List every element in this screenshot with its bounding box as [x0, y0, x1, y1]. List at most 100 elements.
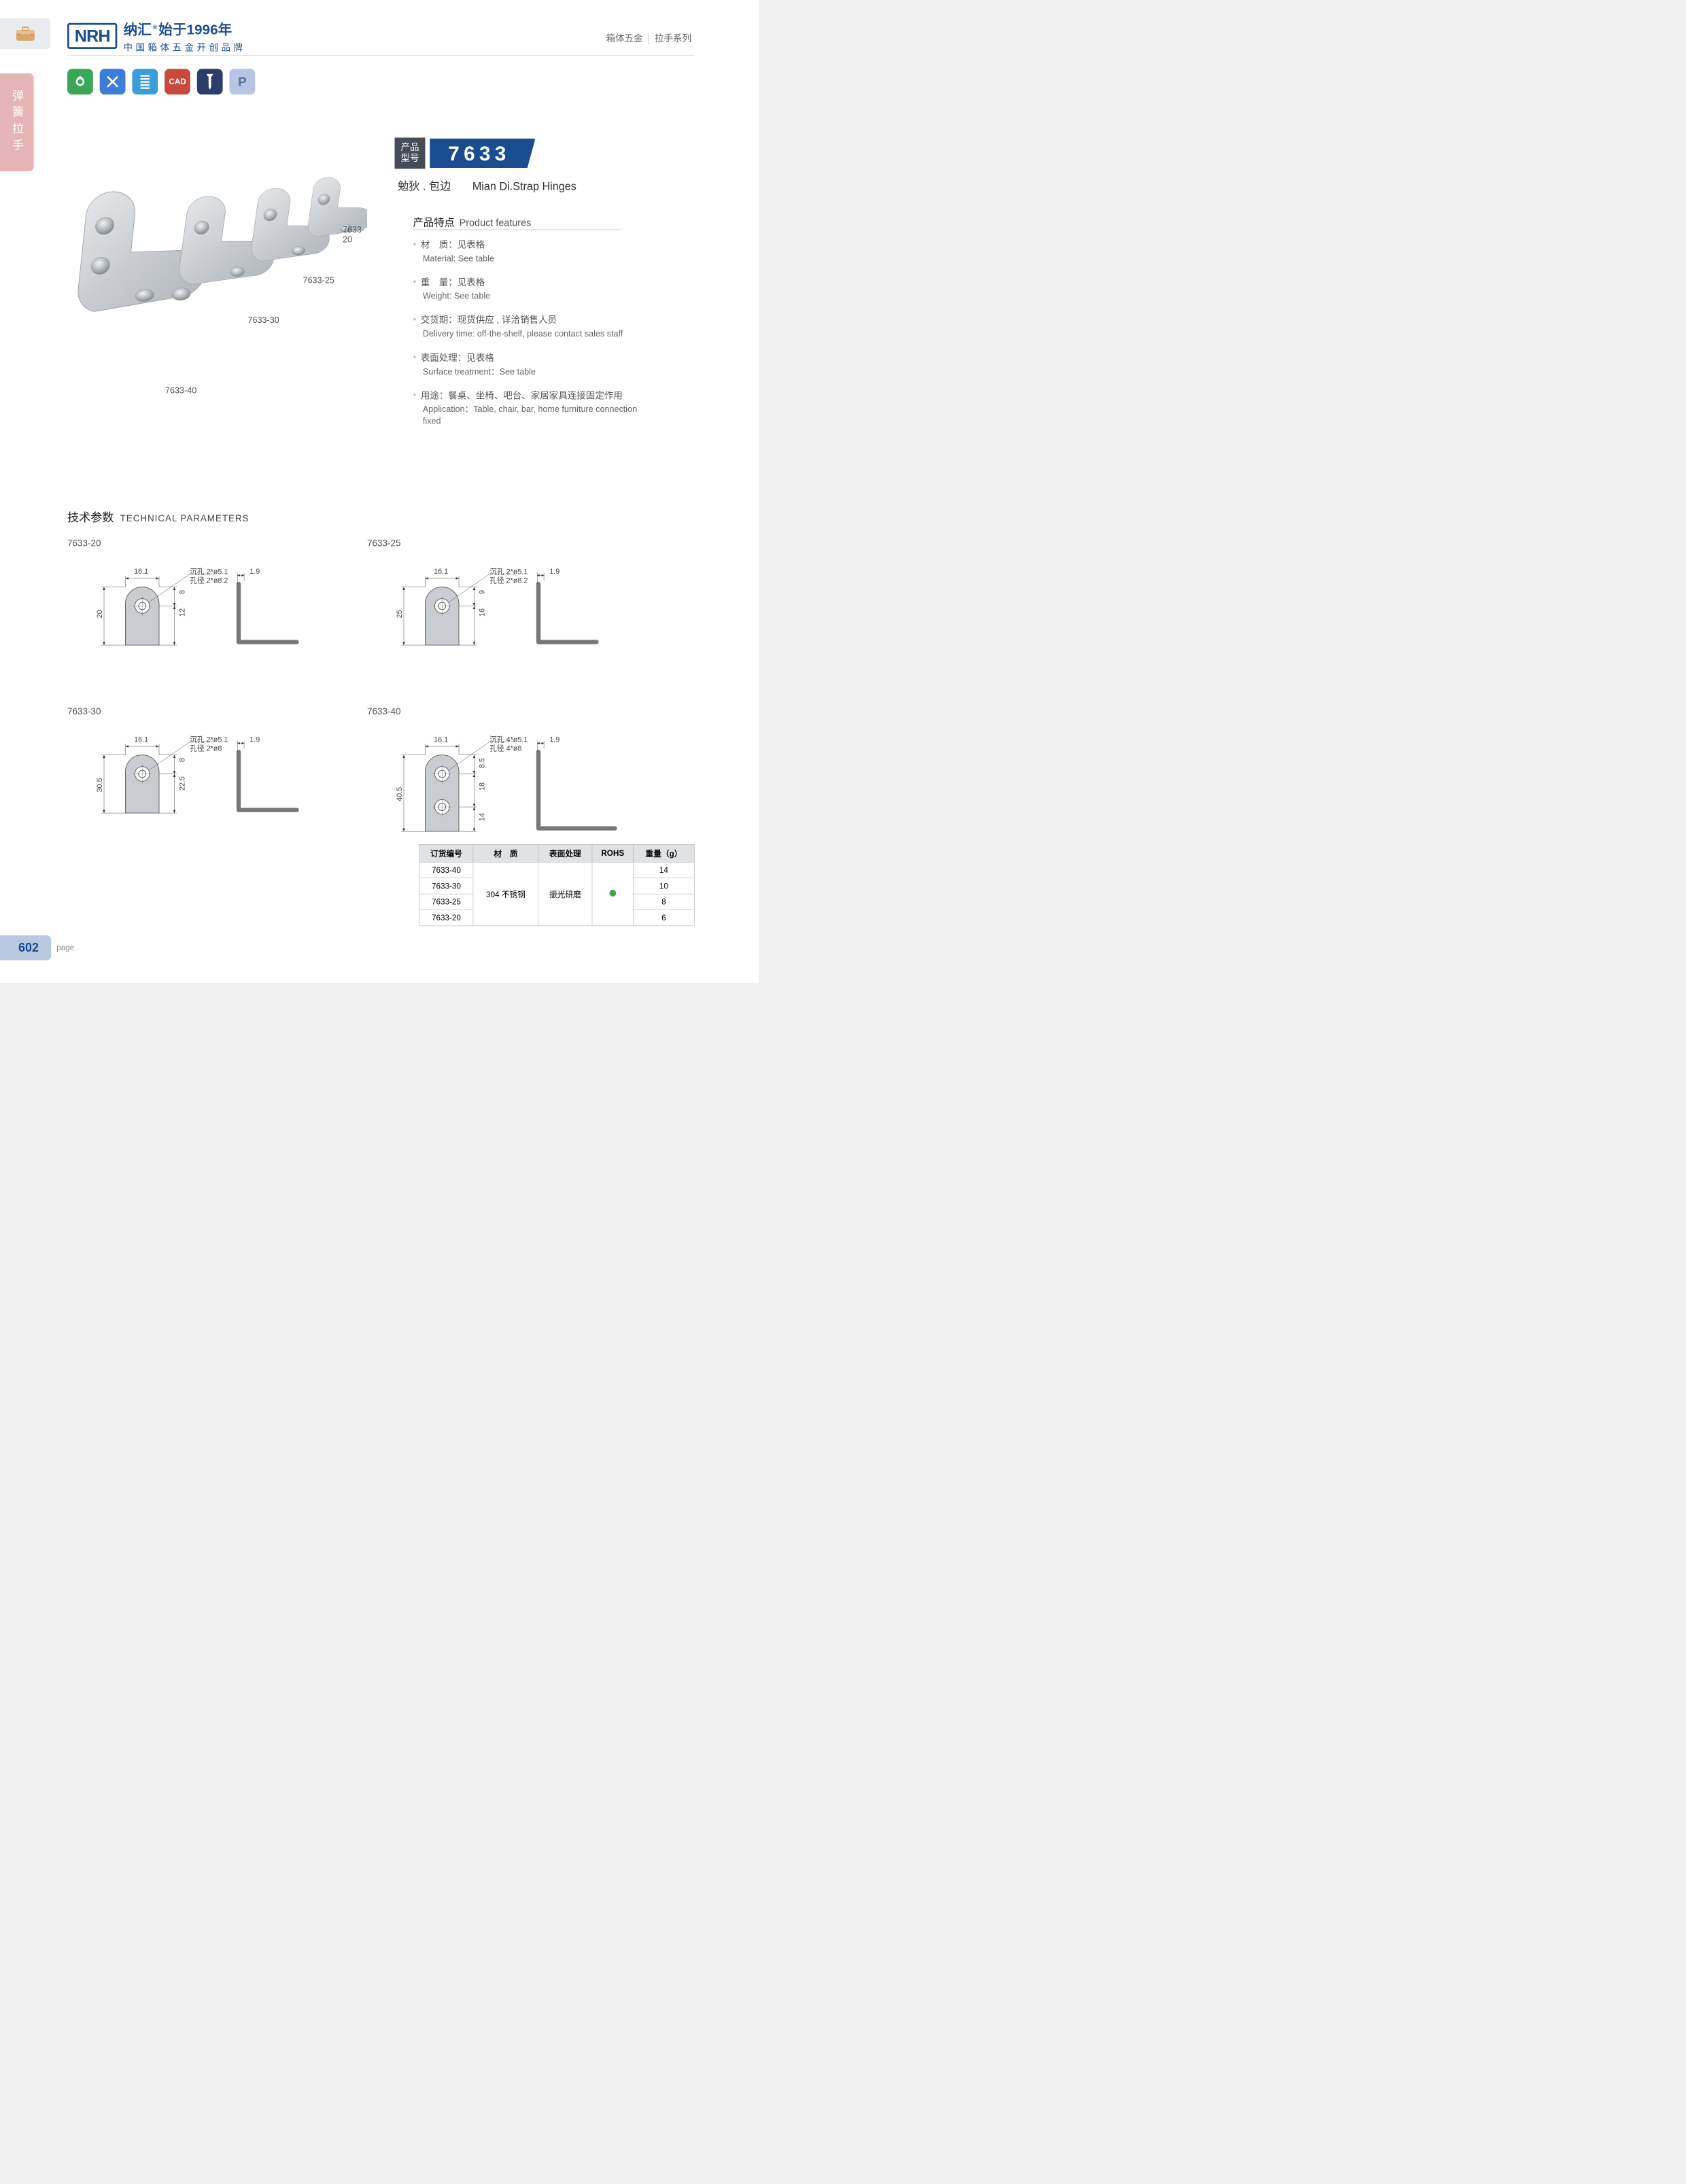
tech-cell: 7633-40 [367, 706, 642, 847]
brand-cn: 纳汇 [123, 22, 151, 37]
feature-en: Application：Table, chair, bar, home furn… [423, 403, 646, 427]
logo-block: NRH 纳汇®始于1996年 中国箱体五金开创品牌 [67, 18, 245, 53]
brand-since: 始于 [158, 22, 186, 37]
hero-label-30: 7633-30 [248, 315, 279, 325]
tech-cell-name: 7633-30 [67, 706, 343, 716]
feature-cn: 交货期：现货供应 , 详洽销售人员 [413, 313, 646, 326]
tech-cell-name: 7633-40 [367, 706, 642, 716]
tech-drawing: 16.1 30.5 沉孔 2*ø5.1 孔径 2*ø8 8 22.5 1.9 [67, 733, 343, 847]
dim-height: 30.5 [95, 778, 104, 792]
feature-en: Surface treatment：See table [423, 366, 646, 378]
hero-label-20: 7633-20 [343, 225, 367, 245]
dim-height: 25 [395, 610, 404, 618]
tech-cell-name: 7633-25 [367, 538, 642, 549]
dim-width: 16.1 [134, 735, 148, 744]
logo-text: 纳汇®始于1996年 中国箱体五金开创品牌 [123, 18, 245, 53]
tech-drawing: 16.1 25 沉孔 2*ø5.1 孔径 2*ø8.2 9 16 1.9 [367, 566, 642, 679]
feature-item: 交货期：现货供应 , 详洽销售人员 Delivery time: off-the… [413, 313, 646, 340]
reg-mark: ® [153, 24, 158, 31]
cell-weight: 8 [633, 894, 694, 909]
spec-th: ROHS [592, 844, 633, 862]
dim-y1: 8.5 [478, 758, 487, 768]
cell-surface: 振光研磨 [538, 862, 592, 926]
hero-image: 7633-20 7633-25 7633-30 7633-40 [77, 141, 368, 416]
cell-code: 7633-20 [419, 910, 473, 926]
p-icon: P [230, 69, 256, 94]
dim-height: 40.5 [395, 787, 404, 801]
dim-hole2: 孔径 2*ø8.2 [190, 574, 228, 585]
cell-code: 7633-40 [419, 862, 473, 878]
catalog-page: NRH 纳汇®始于1996年 中国箱体五金开创品牌 箱体五金│拉手系列 弹簧拉手… [0, 0, 759, 983]
cell-code: 7633-30 [419, 878, 473, 894]
dim-y1: 9 [478, 590, 487, 594]
tech-cell-name: 7633-20 [67, 538, 343, 549]
dim-thickness: 1.9 [250, 568, 260, 576]
tech-params-heading: 技术参数 TECHNICAL PARAMETERS [67, 508, 249, 525]
hero-label-40: 7633-40 [165, 385, 196, 395]
spring-icon [132, 69, 158, 94]
tech-cell: 7633-20 [67, 538, 343, 679]
table-row: 7633-40304 不锈钢振光研磨14 [419, 862, 695, 878]
dim-hole2: 孔径 4*ø8 [489, 742, 521, 753]
brand-slogan: 中国箱体五金开创品牌 [123, 40, 245, 54]
header-rule [67, 55, 695, 56]
page-footer: 602 page [0, 934, 74, 962]
feature-item: 用途：餐桌、坐椅、吧台、家居家具连接固定作用 Application：Table… [413, 387, 646, 427]
cell-rohs [592, 862, 633, 926]
left-hardware-badge [0, 18, 50, 49]
dim-y2: 22.5 [178, 776, 187, 791]
dim-hole2: 孔径 2*ø8.2 [489, 574, 528, 585]
dim-y2: 16 [478, 608, 487, 617]
dim-height: 20 [95, 610, 104, 618]
product-name: 勉狄 . 包边 Mian Di.Strap Hinges [398, 177, 577, 193]
feature-icon-row: CAD P [67, 69, 255, 94]
product-name-en: Mian Di.Strap Hinges [472, 180, 577, 192]
features-list: 材 质：见表格 Material: See table 重 量：见表格 Weigh… [413, 237, 646, 438]
dim-hole2: 孔径 2*ø8 [190, 742, 222, 753]
tech-cell: 7633-25 [367, 538, 642, 679]
dim-thickness: 1.9 [549, 735, 560, 744]
side-category-tab: 弹簧拉手 [0, 73, 34, 171]
feature-item: 材 质：见表格 Material: See table [413, 237, 646, 264]
feature-cn: 材 质：见表格 [413, 237, 646, 251]
header-breadcrumb: 箱体五金│拉手系列 [606, 31, 691, 44]
tools-icon [100, 69, 126, 94]
cell-weight: 6 [633, 910, 694, 926]
suitcase-icon [14, 25, 36, 42]
cad-icon: CAD [165, 69, 190, 94]
cell-code: 7633-25 [419, 894, 473, 909]
features-heading-en: Product features [460, 218, 532, 228]
eco-icon [67, 69, 93, 94]
dim-thickness: 1.9 [250, 735, 260, 744]
feature-en: Weight: See table [423, 290, 646, 302]
tech-grid: 7633-20 [67, 538, 642, 847]
tech-heading-en: TECHNICAL PARAMETERS [120, 513, 250, 523]
feature-cn: 用途：餐桌、坐椅、吧台、家居家具连接固定作用 [413, 387, 646, 401]
model-number: 7633 [429, 138, 536, 169]
breadcrumb-b: 拉手系列 [655, 33, 691, 44]
breadcrumb-a: 箱体五金 [606, 33, 643, 44]
features-heading-cn: 产品特点 [413, 217, 455, 228]
cell-weight: 10 [633, 878, 694, 894]
features-heading: 产品特点 Product features [413, 214, 532, 229]
screw-icon [197, 69, 223, 94]
rohs-dot-icon [609, 890, 616, 897]
dim-y1: 8 [178, 758, 187, 762]
dim-y2: 18 [478, 782, 487, 791]
spec-th: 重量（g） [633, 844, 694, 862]
feature-cn: 表面处理：见表格 [413, 350, 646, 364]
dim-y2: 12 [178, 608, 187, 617]
logo-mark: NRH [67, 23, 117, 49]
brand-year: 1996年 [187, 22, 233, 37]
product-model-badge: 产品 型号 7633 [395, 138, 536, 169]
tech-cell: 7633-30 [67, 706, 343, 847]
spec-table: 订货编号材 质表面处理ROHS重量（g） 7633-40304 不锈钢振光研磨1… [419, 844, 695, 926]
dim-y1: 8 [178, 590, 187, 594]
feature-item: 重 量：见表格 Weight: See table [413, 275, 646, 302]
page-number: 602 [0, 935, 51, 960]
page-label: page [56, 943, 74, 952]
dim-y3: 14 [478, 813, 487, 821]
feature-en: Delivery time: off-the-shelf, please con… [423, 328, 646, 340]
product-name-cn: 勉狄 . 包边 [398, 180, 451, 192]
tech-drawing: 16.1 40.5 沉孔 4*ø5.1 孔径 4*ø8 8.5 18 14 1.… [367, 733, 642, 847]
